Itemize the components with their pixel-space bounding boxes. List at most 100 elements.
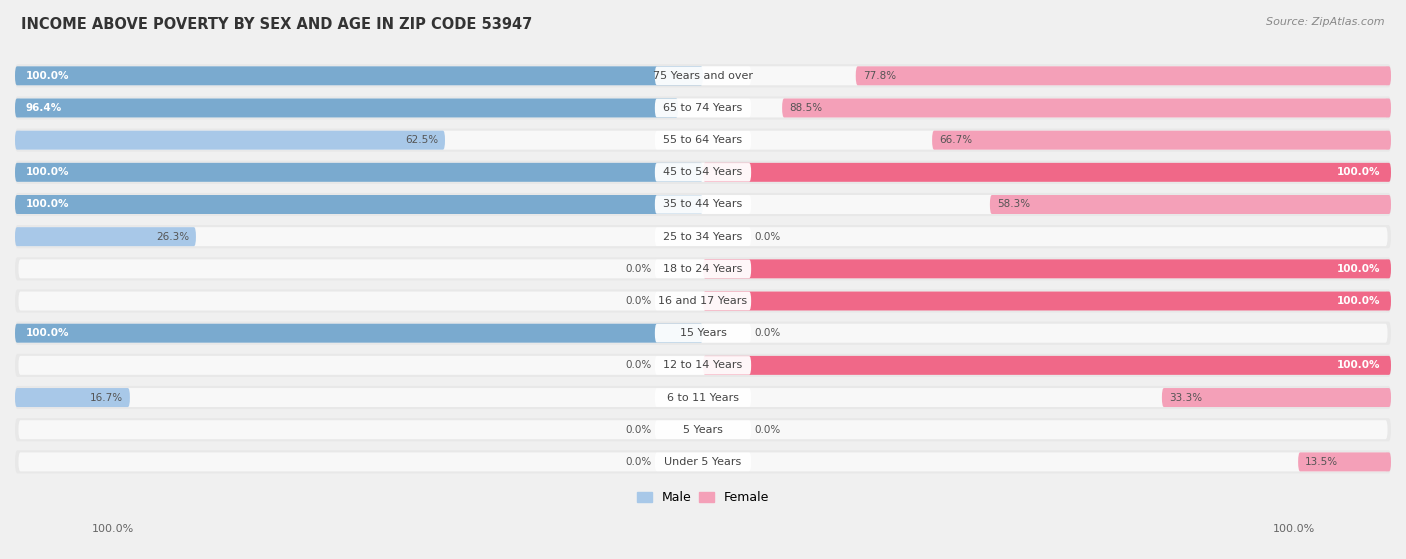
- FancyBboxPatch shape: [15, 64, 1391, 87]
- FancyBboxPatch shape: [655, 356, 751, 375]
- Text: 0.0%: 0.0%: [626, 264, 651, 274]
- Text: 77.8%: 77.8%: [863, 71, 896, 81]
- Text: 0.0%: 0.0%: [755, 328, 780, 338]
- FancyBboxPatch shape: [655, 324, 751, 343]
- Text: 100.0%: 100.0%: [1337, 264, 1381, 274]
- FancyBboxPatch shape: [703, 356, 1391, 375]
- Text: 55 to 64 Years: 55 to 64 Years: [664, 135, 742, 145]
- FancyBboxPatch shape: [15, 195, 703, 214]
- FancyBboxPatch shape: [18, 388, 1388, 407]
- FancyBboxPatch shape: [18, 195, 1388, 214]
- FancyBboxPatch shape: [15, 227, 195, 246]
- Text: 13.5%: 13.5%: [1305, 457, 1339, 467]
- FancyBboxPatch shape: [18, 420, 1388, 439]
- FancyBboxPatch shape: [18, 356, 1388, 375]
- Text: 65 to 74 Years: 65 to 74 Years: [664, 103, 742, 113]
- Text: Source: ZipAtlas.com: Source: ZipAtlas.com: [1267, 17, 1385, 27]
- Text: 12 to 14 Years: 12 to 14 Years: [664, 361, 742, 371]
- FancyBboxPatch shape: [15, 321, 1391, 345]
- FancyBboxPatch shape: [1161, 388, 1391, 407]
- FancyBboxPatch shape: [15, 386, 1391, 409]
- FancyBboxPatch shape: [655, 389, 751, 407]
- FancyBboxPatch shape: [932, 131, 1391, 150]
- FancyBboxPatch shape: [15, 96, 1391, 120]
- Text: 100.0%: 100.0%: [25, 200, 69, 210]
- Text: 15 Years: 15 Years: [679, 328, 727, 338]
- FancyBboxPatch shape: [655, 453, 751, 471]
- Text: 45 to 54 Years: 45 to 54 Years: [664, 167, 742, 177]
- Text: 66.7%: 66.7%: [939, 135, 972, 145]
- FancyBboxPatch shape: [15, 161, 1391, 184]
- Text: 100.0%: 100.0%: [1337, 361, 1381, 371]
- FancyBboxPatch shape: [18, 131, 1388, 150]
- FancyBboxPatch shape: [18, 163, 1388, 182]
- Text: 0.0%: 0.0%: [626, 361, 651, 371]
- Text: 96.4%: 96.4%: [25, 103, 62, 113]
- FancyBboxPatch shape: [655, 228, 751, 246]
- Text: 100.0%: 100.0%: [25, 167, 69, 177]
- FancyBboxPatch shape: [1298, 452, 1391, 471]
- FancyBboxPatch shape: [15, 324, 703, 343]
- FancyBboxPatch shape: [15, 290, 1391, 312]
- Text: 0.0%: 0.0%: [626, 296, 651, 306]
- FancyBboxPatch shape: [703, 292, 1391, 310]
- Text: 62.5%: 62.5%: [405, 135, 439, 145]
- FancyBboxPatch shape: [655, 259, 751, 278]
- FancyBboxPatch shape: [15, 257, 1391, 281]
- FancyBboxPatch shape: [15, 388, 129, 407]
- FancyBboxPatch shape: [18, 98, 1388, 117]
- FancyBboxPatch shape: [703, 259, 1391, 278]
- Text: Under 5 Years: Under 5 Years: [665, 457, 741, 467]
- Text: 0.0%: 0.0%: [755, 231, 780, 241]
- FancyBboxPatch shape: [15, 131, 446, 150]
- Text: 0.0%: 0.0%: [626, 425, 651, 435]
- FancyBboxPatch shape: [18, 67, 1388, 86]
- Text: 100.0%: 100.0%: [25, 328, 69, 338]
- Text: 88.5%: 88.5%: [789, 103, 823, 113]
- FancyBboxPatch shape: [15, 418, 1391, 441]
- Text: 100.0%: 100.0%: [25, 71, 69, 81]
- FancyBboxPatch shape: [18, 259, 1388, 278]
- FancyBboxPatch shape: [18, 227, 1388, 246]
- Text: 26.3%: 26.3%: [156, 231, 188, 241]
- Text: 18 to 24 Years: 18 to 24 Years: [664, 264, 742, 274]
- FancyBboxPatch shape: [15, 354, 1391, 377]
- FancyBboxPatch shape: [703, 163, 1391, 182]
- FancyBboxPatch shape: [15, 67, 703, 86]
- FancyBboxPatch shape: [990, 195, 1391, 214]
- FancyBboxPatch shape: [655, 99, 751, 117]
- Text: 6 to 11 Years: 6 to 11 Years: [666, 392, 740, 402]
- FancyBboxPatch shape: [856, 67, 1391, 86]
- Text: 0.0%: 0.0%: [626, 457, 651, 467]
- FancyBboxPatch shape: [655, 131, 751, 149]
- FancyBboxPatch shape: [655, 67, 751, 85]
- FancyBboxPatch shape: [15, 98, 678, 117]
- Text: 75 Years and over: 75 Years and over: [652, 71, 754, 81]
- FancyBboxPatch shape: [655, 420, 751, 439]
- FancyBboxPatch shape: [15, 451, 1391, 473]
- Text: 58.3%: 58.3%: [997, 200, 1031, 210]
- FancyBboxPatch shape: [655, 292, 751, 310]
- FancyBboxPatch shape: [655, 195, 751, 214]
- FancyBboxPatch shape: [18, 324, 1388, 343]
- Text: 16.7%: 16.7%: [90, 392, 122, 402]
- FancyBboxPatch shape: [18, 292, 1388, 310]
- Text: 100.0%: 100.0%: [1337, 296, 1381, 306]
- Text: 16 and 17 Years: 16 and 17 Years: [658, 296, 748, 306]
- Text: 25 to 34 Years: 25 to 34 Years: [664, 231, 742, 241]
- FancyBboxPatch shape: [782, 98, 1391, 117]
- Text: 100.0%: 100.0%: [91, 524, 134, 534]
- Text: INCOME ABOVE POVERTY BY SEX AND AGE IN ZIP CODE 53947: INCOME ABOVE POVERTY BY SEX AND AGE IN Z…: [21, 17, 533, 32]
- FancyBboxPatch shape: [15, 225, 1391, 248]
- FancyBboxPatch shape: [18, 452, 1388, 471]
- Text: 5 Years: 5 Years: [683, 425, 723, 435]
- Text: 33.3%: 33.3%: [1168, 392, 1202, 402]
- FancyBboxPatch shape: [15, 163, 703, 182]
- Text: 0.0%: 0.0%: [755, 425, 780, 435]
- FancyBboxPatch shape: [655, 163, 751, 182]
- FancyBboxPatch shape: [15, 193, 1391, 216]
- Text: 35 to 44 Years: 35 to 44 Years: [664, 200, 742, 210]
- Legend: Male, Female: Male, Female: [631, 486, 775, 509]
- FancyBboxPatch shape: [15, 129, 1391, 151]
- Text: 100.0%: 100.0%: [1272, 524, 1315, 534]
